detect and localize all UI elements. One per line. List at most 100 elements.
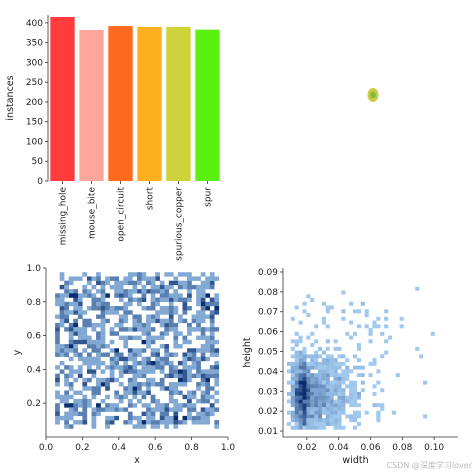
xy-heat-cell bbox=[91, 339, 97, 345]
wh-heat-cell bbox=[329, 388, 334, 393]
xy-heat-cell bbox=[214, 365, 220, 370]
xy-heat-cell bbox=[205, 394, 210, 400]
xy-heat-cell bbox=[146, 411, 151, 417]
xy-heat-cell bbox=[132, 318, 138, 324]
bar-x-tick-label: open_circuit bbox=[117, 187, 127, 242]
xy-heat-cell bbox=[100, 306, 106, 311]
wh-heat-cell bbox=[329, 414, 334, 419]
xy-heat-cell bbox=[64, 420, 69, 425]
wh-heat-cell bbox=[337, 414, 342, 419]
wh-y-tick-label: 0.07 bbox=[258, 308, 278, 318]
xy-heat-cell bbox=[196, 318, 201, 324]
wh-heat-cell bbox=[294, 395, 299, 400]
xy-heat-cell bbox=[150, 284, 156, 290]
wh-heat-cell bbox=[325, 395, 330, 400]
xy-heat-cell bbox=[137, 348, 142, 353]
wh-heat-cell bbox=[306, 425, 311, 430]
xy-heat-cell bbox=[55, 297, 60, 302]
wh-heat-cell bbox=[333, 403, 338, 408]
xy-heat-cell bbox=[123, 327, 129, 332]
wh-heat-cell bbox=[329, 391, 334, 396]
xy-heat-cell bbox=[205, 335, 210, 341]
xy-heat-cell bbox=[191, 356, 197, 362]
wh-heat-cell bbox=[337, 418, 342, 423]
xy-heat-cell bbox=[127, 377, 133, 383]
xy-heat-cell bbox=[159, 322, 165, 328]
wh-heat-cell bbox=[372, 324, 377, 329]
xy-heat-cell bbox=[168, 394, 174, 400]
xy-heat-cell bbox=[214, 293, 220, 298]
wh-heat-cell bbox=[321, 365, 326, 370]
wh-heat-cell bbox=[318, 346, 323, 351]
xy-heat-cell bbox=[155, 403, 160, 408]
xy-heat-cell bbox=[159, 310, 165, 315]
xy-heat-cell bbox=[86, 322, 92, 328]
xy-heat-cell bbox=[127, 297, 133, 302]
xy-heat-cell bbox=[205, 386, 210, 391]
xy-heat-cell bbox=[146, 386, 151, 391]
wh-heat-cell bbox=[329, 305, 334, 310]
wh-heat-cell bbox=[318, 403, 323, 408]
xy-heat-cell bbox=[173, 293, 179, 298]
xy-heat-cell bbox=[96, 335, 101, 341]
xy-heat-cell bbox=[164, 297, 170, 302]
xy-heat-cell bbox=[196, 284, 201, 290]
xy-heat-cell bbox=[164, 272, 170, 277]
wh-heat-cell bbox=[302, 369, 307, 374]
xy-heat-cell bbox=[118, 352, 124, 357]
wh-heat-cell bbox=[298, 403, 303, 408]
bar-y-axis-label: instances bbox=[5, 75, 16, 120]
xy-heat-cell bbox=[100, 318, 106, 324]
xy-heat-cell bbox=[86, 339, 92, 345]
xy-heat-cell bbox=[141, 382, 147, 387]
xy-heat-cell bbox=[141, 369, 147, 374]
wh-heat-cell bbox=[341, 399, 346, 404]
xy-heat-cell bbox=[68, 293, 74, 298]
xy-heat-cell bbox=[132, 386, 138, 391]
xy-heat-cell bbox=[109, 420, 115, 425]
wh-heat-cell bbox=[294, 373, 299, 378]
xy-heat-cell bbox=[164, 360, 170, 366]
xy-heat-cell bbox=[118, 394, 124, 400]
xy-heat-cell bbox=[137, 327, 142, 332]
xy-heat-cell bbox=[109, 339, 115, 345]
wh-heat-cell bbox=[306, 361, 311, 366]
xy-heat-cell bbox=[150, 424, 156, 429]
wh-heat-cell bbox=[294, 384, 299, 389]
xy-heat-cell bbox=[123, 369, 129, 374]
wh-heat-cell bbox=[349, 301, 354, 306]
xy-heat-cell bbox=[200, 407, 206, 412]
xy-heat-cell bbox=[150, 352, 156, 357]
wh-heat-cell bbox=[314, 365, 319, 370]
xy-heat-cell bbox=[109, 365, 115, 370]
xy-heat-cell bbox=[68, 407, 74, 412]
xy-heat-cell bbox=[123, 394, 129, 400]
wh-heat-cell bbox=[306, 391, 311, 396]
xy-heatmap-panel: 0.0 0.2 0.4 0.6 0.8 1.0 0.2 0.4 0.6 0.8 1.0 x y bbox=[12, 264, 235, 466]
xy-heat-cell bbox=[91, 360, 97, 366]
xy-heat-cell bbox=[132, 322, 138, 328]
xy-heat-cell bbox=[118, 327, 124, 332]
xy-heat-cell bbox=[173, 280, 179, 286]
wh-heat-cell bbox=[298, 410, 303, 415]
wh-heat-cell bbox=[310, 395, 315, 400]
wh-heat-cell bbox=[298, 384, 303, 389]
wh-heat-cell bbox=[306, 380, 311, 385]
xy-heat-cell bbox=[164, 411, 170, 417]
xy-y-tick-label: 0.2 bbox=[27, 399, 41, 409]
wh-heat-cell bbox=[302, 350, 307, 355]
wh-heat-cell bbox=[356, 358, 361, 363]
wh-heat-cell bbox=[294, 339, 299, 344]
wh-heat-cell bbox=[306, 376, 311, 381]
xy-heat-cell bbox=[191, 276, 197, 281]
xy-heat-cell bbox=[196, 301, 201, 307]
xy-heat-cell bbox=[64, 301, 69, 307]
xy-heat-cell bbox=[55, 327, 60, 332]
xy-heat-cell bbox=[173, 420, 179, 425]
xy-heat-cell bbox=[59, 415, 65, 421]
xy-heat-cell bbox=[150, 339, 156, 345]
xy-heat-cell bbox=[168, 293, 174, 298]
xy-heat-cell bbox=[64, 403, 69, 408]
wh-heat-cell bbox=[306, 384, 311, 389]
xy-heat-cell bbox=[168, 314, 174, 319]
